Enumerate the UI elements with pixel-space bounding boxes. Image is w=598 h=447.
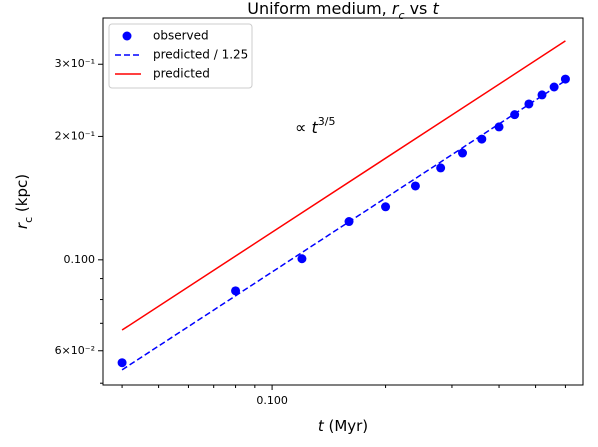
point — [549, 82, 559, 92]
title-part: c — [398, 9, 404, 22]
point — [436, 163, 446, 173]
legend-marker — [122, 31, 132, 41]
y-tick-label: 0.100 — [64, 253, 96, 266]
point — [494, 122, 504, 132]
legend-label: predicted — [153, 67, 210, 81]
y-tick-label: 2×10⁻¹ — [55, 129, 95, 142]
annotation-part: t — [312, 118, 319, 137]
xlabel-part: t — [318, 417, 325, 435]
line — [121, 80, 566, 371]
point — [117, 358, 127, 368]
title-part: r — [392, 0, 400, 18]
title-part: vs — [405, 0, 433, 18]
y-tick-label: 6×10⁻² — [55, 344, 95, 357]
legend-label: observed — [153, 29, 209, 43]
ylabel-part: r — [13, 222, 31, 229]
annotation-text: ∝ t3/5 — [295, 115, 336, 137]
annotation-part: 3/5 — [318, 115, 336, 128]
point — [297, 254, 307, 264]
xlabel-part: (Myr) — [324, 417, 368, 435]
y-tick-label: 3×10⁻¹ — [55, 57, 95, 70]
point — [381, 202, 391, 212]
ylabel-text: rc (kpc) — [13, 174, 35, 229]
ylabel-part: c — [22, 217, 35, 223]
point — [477, 134, 487, 144]
point — [410, 181, 420, 191]
title-part: Uniform medium, — [247, 0, 392, 18]
legend-box — [108, 23, 253, 89]
legend-label: predicted / 1.25 — [153, 48, 248, 62]
line — [121, 40, 566, 331]
x-tick-label: 0.100 — [256, 394, 288, 407]
title-text: Uniform medium, rc vs t — [247, 0, 439, 22]
annotation-part: ∝ — [295, 118, 312, 137]
title-part: t — [432, 0, 439, 18]
xlabel-text: t (Myr) — [318, 417, 368, 435]
plot-frame — [102, 17, 584, 386]
point — [231, 286, 241, 296]
point — [458, 148, 468, 158]
ylabel-part: (kpc) — [13, 174, 31, 217]
